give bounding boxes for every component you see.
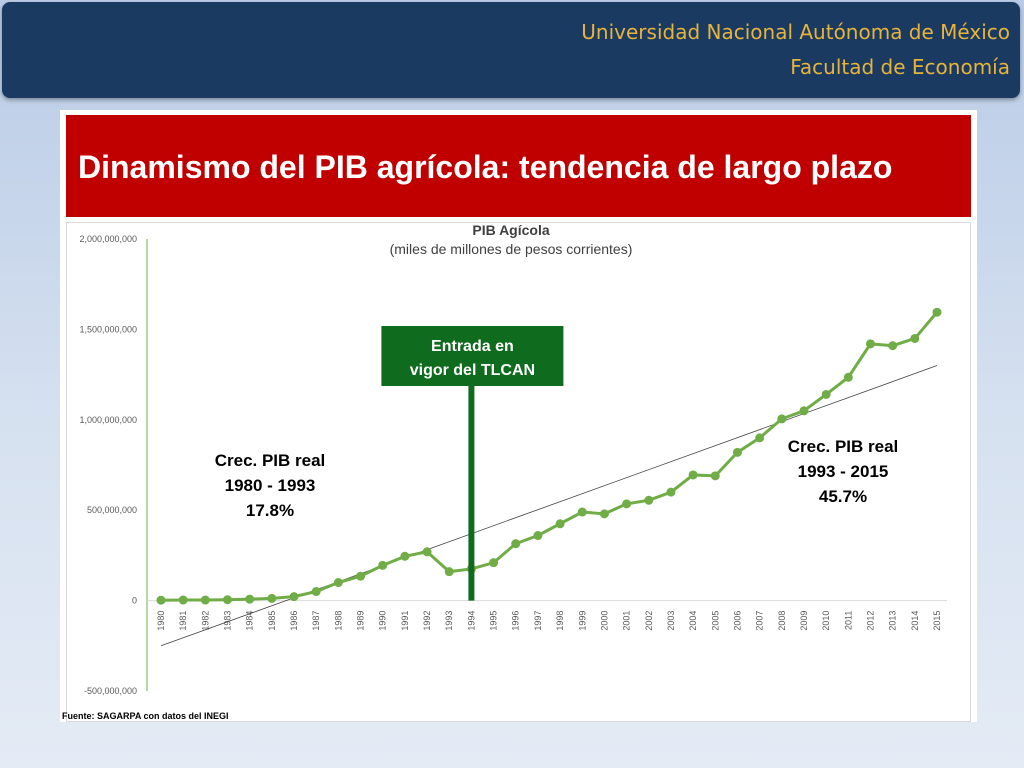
left-growth-label: Crec. PIB real [215, 451, 326, 470]
data-point [710, 471, 720, 481]
data-point [378, 560, 388, 570]
data-point [223, 595, 233, 605]
data-point [400, 551, 410, 561]
data-point [555, 519, 565, 529]
university-name: Universidad Nacional Autónoma de México [581, 20, 1010, 44]
tlcan-marker-line [468, 386, 475, 601]
title-bar: Dinamismo del PIB agrícola: tendencia de… [66, 115, 971, 217]
right-growth-value: 45.7% [819, 487, 867, 506]
source-note: Fuente: SAGARPA con datos del INEGI [62, 711, 229, 721]
y-tick-label: 500,000,000 [87, 505, 137, 515]
data-point [666, 487, 676, 497]
data-point [245, 594, 255, 604]
tlcan-callout-line2: vigor del TLCAN [410, 362, 535, 379]
x-tick-label: 2015 [932, 611, 942, 631]
left-growth-period: 1980 - 1993 [225, 476, 316, 495]
x-tick-label: 1982 [200, 611, 210, 631]
x-tick-label: 1986 [289, 611, 299, 631]
x-tick-label: 1983 [223, 611, 233, 631]
x-tick-label: 2010 [821, 611, 831, 631]
x-tick-label: 1993 [444, 611, 454, 631]
x-tick-label: 2000 [599, 611, 609, 631]
x-tick-label: 2008 [777, 611, 787, 631]
data-point [267, 593, 277, 603]
x-tick-label: 1990 [378, 611, 388, 631]
x-tick-label: 1987 [311, 611, 321, 631]
x-tick-label: 1995 [489, 611, 499, 631]
right-growth-period: 1993 - 2015 [798, 462, 889, 481]
x-tick-label: 1980 [156, 611, 166, 631]
data-point [644, 495, 654, 505]
x-tick-label: 2004 [688, 611, 698, 631]
x-tick-label: 2007 [755, 611, 765, 631]
tlcan-callout-box [381, 326, 564, 386]
data-point [489, 558, 499, 568]
x-tick-label: 2014 [910, 611, 920, 631]
data-point [755, 433, 765, 443]
data-point [888, 341, 898, 351]
data-point [732, 447, 742, 457]
faculty-name: Facultad de Economía [790, 55, 1010, 79]
data-point [599, 509, 609, 519]
data-point [533, 531, 543, 541]
data-point [622, 499, 632, 509]
data-point [311, 587, 321, 597]
y-tick-label: 0 [132, 596, 137, 606]
x-tick-label: 1998 [555, 611, 565, 631]
x-tick-label: 2006 [732, 611, 742, 631]
x-tick-label: 1996 [511, 611, 521, 631]
slide-title: Dinamismo del PIB agrícola: tendencia de… [78, 149, 893, 185]
x-tick-label: 1984 [245, 611, 255, 631]
x-tick-label: 2001 [622, 611, 632, 631]
x-tick-label: 2002 [644, 611, 654, 631]
data-point [577, 507, 587, 517]
data-point [356, 571, 366, 581]
slide-content: Dinamismo del PIB agrícola: tendencia de… [60, 110, 977, 722]
data-point [799, 406, 809, 416]
data-point [777, 414, 787, 424]
header-banner: Universidad Nacional Autónoma de México … [2, 2, 1020, 98]
x-tick-label: 1991 [400, 611, 410, 631]
x-tick-label: 2003 [666, 611, 676, 631]
x-tick-label: 1985 [267, 611, 277, 631]
data-point [200, 595, 210, 605]
y-tick-label: 1,500,000,000 [79, 324, 137, 334]
tlcan-callout-line1: Entrada en [431, 338, 514, 355]
chart-title: PIB Agícola [472, 223, 549, 238]
data-point [910, 333, 920, 343]
data-point [843, 372, 853, 382]
x-tick-label: 2005 [710, 611, 720, 631]
data-point [289, 592, 299, 602]
x-tick-label: 2012 [865, 611, 875, 631]
x-tick-label: 1994 [466, 611, 476, 631]
data-point [444, 567, 454, 577]
left-growth-value: 17.8% [246, 501, 294, 520]
x-tick-label: 2013 [888, 611, 898, 631]
x-tick-label: 1992 [422, 611, 432, 631]
x-tick-label: 1981 [178, 611, 188, 631]
chart-area: PIB Agícola (miles de millones de pesos … [66, 222, 971, 722]
data-point [422, 547, 432, 557]
y-tick-label: 1,000,000,000 [79, 415, 137, 425]
data-point [333, 578, 343, 588]
data-point [865, 339, 875, 349]
data-point [932, 307, 942, 317]
x-tick-label: 2009 [799, 611, 809, 631]
x-tick-label: 2011 [843, 611, 853, 630]
pib-line-chart: PIB Agícola (miles de millones de pesos … [79, 223, 947, 696]
x-tick-label: 1997 [533, 611, 543, 631]
data-point [821, 389, 831, 399]
y-tick-label: -500,000,000 [84, 686, 137, 696]
data-point [688, 470, 698, 480]
x-tick-label: 1999 [577, 611, 587, 631]
data-point [511, 539, 521, 549]
x-tick-label: 1988 [333, 611, 343, 631]
right-growth-label: Crec. PIB real [788, 437, 899, 456]
x-tick-label: 1989 [356, 611, 366, 631]
y-tick-label: 2,000,000,000 [79, 234, 137, 244]
data-point [156, 595, 166, 605]
chart-subtitle: (miles de millones de pesos corrientes) [390, 241, 633, 257]
data-point [178, 595, 188, 605]
